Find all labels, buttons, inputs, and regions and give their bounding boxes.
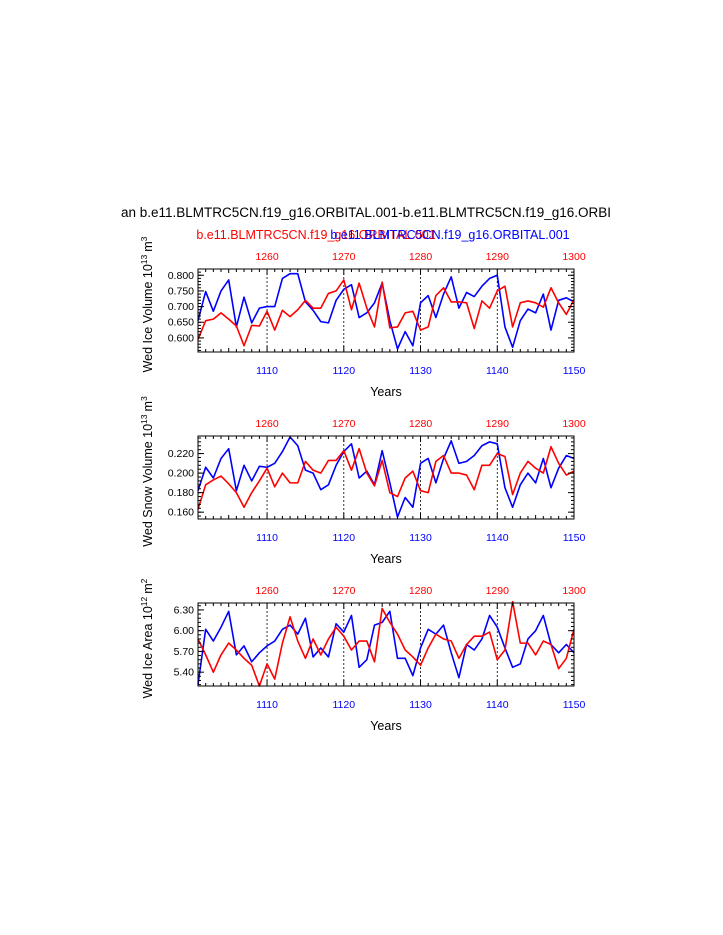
y-axis-label: Wed Snow Volume 1013 m3 [139,396,155,547]
y-axis-label-unit-exponent: 2 [139,578,149,583]
x-bottom-tick-label: 1140 [486,532,509,544]
x-axis-label: Years [370,385,402,399]
y-tick-label: 6.00 [174,625,195,637]
x-top-tick-label: 1270 [332,418,356,430]
panel-ice-volume: 0.600 0.650 0.700 0.750 0.800 1110 1120 1130 114… [139,236,586,399]
y-axis-label-unit-exponent: 3 [139,236,149,241]
y-tick-label: 0.220 [168,448,194,460]
y-axis-label-exponent: 13 [139,414,149,424]
x-bottom-tick-label: 1130 [409,699,432,711]
y-axis-label: Wed Ice Volume 1013 m3 [139,236,155,372]
x-top-tick-label: 1270 [332,251,356,263]
x-top-tick-label: 1260 [255,251,279,263]
panel-ice-area: 5.40 5.70 6.00 6.30 1110 1120 1130 1140 1150 1260… [139,578,586,733]
y-tick-label: 0.600 [168,332,194,344]
x-top-tick-label: 1260 [255,418,279,430]
x-bottom-tick-label: 1110 [256,532,278,544]
x-bottom-tick-label: 1150 [563,532,586,544]
x-axis-label: Years [370,719,402,733]
y-tick-label: 0.800 [168,270,194,282]
x-top-tick-label: 1270 [332,585,356,597]
x-bottom-tick-label: 1120 [332,365,355,377]
x-top-tick-label: 1300 [562,585,586,597]
legend-blue-label: b.e11.BLMTRC5CN.f19_g16.ORBITAL.001 [330,228,569,242]
x-bottom-tick-label: 1140 [486,365,509,377]
x-axis-label: Years [370,552,402,566]
x-top-tick-label: 1300 [562,251,586,263]
y-axis-label-text: Wed Ice Area 10 [141,606,155,698]
y-axis-label-unit: m [141,401,155,411]
y-tick-label: 6.30 [174,604,195,616]
x-bottom-tick-label: 1130 [409,532,432,544]
series-line-blue [197,436,575,518]
y-axis-label-text: Wed Ice Volume 10 [141,264,155,372]
y-tick-label: 0.200 [168,468,194,480]
x-top-tick-label: 1260 [255,585,279,597]
plot-frame [197,268,575,353]
x-bottom-tick-label: 1150 [563,365,586,377]
legend-red-label: b.e11.BLMTRC5CN.f19_g16.ORBITAL.001 [196,228,435,242]
x-top-tick-label: 1280 [409,251,433,263]
x-bottom-tick-label: 1110 [256,699,278,711]
x-bottom-tick-label: 1130 [409,365,432,377]
y-axis-label-exponent: 13 [139,254,149,264]
x-top-tick-label: 1290 [486,418,510,430]
panel-snow-volume: 0.160 0.180 0.200 0.220 1110 1120 1130 1140 1150… [139,396,586,566]
x-bottom-tick-label: 1110 [256,365,278,377]
x-top-tick-label: 1290 [486,585,510,597]
y-axis-label-exponent: 12 [139,596,149,606]
y-tick-label: 0.160 [168,507,194,519]
y-tick-label: 0.180 [168,487,194,499]
y-tick-label: 5.40 [174,667,195,679]
series-line-red [197,445,575,510]
series-line-red [197,600,575,687]
x-bottom-tick-label: 1150 [563,699,586,711]
figure-title: an b.e11.BLMTRC5CN.f19_g16.ORBITAL.001-b… [121,205,611,220]
y-tick-label: 0.750 [168,285,194,297]
y-tick-label: 0.650 [168,317,194,329]
x-bottom-tick-label: 1120 [332,532,355,544]
x-top-tick-label: 1300 [562,418,586,430]
x-top-tick-label: 1280 [409,585,433,597]
x-bottom-tick-label: 1140 [486,699,509,711]
y-axis-label: Wed Ice Area 1012 m2 [139,578,155,698]
plot-frame [197,602,575,687]
series-line-red [197,279,575,347]
y-tick-label: 5.70 [174,646,195,658]
y-axis-label-text: Wed Snow Volume 10 [141,424,155,547]
y-tick-label: 0.700 [168,301,194,313]
y-axis-label-unit: m [141,241,155,251]
y-axis-label-unit-exponent: 3 [139,396,149,401]
x-bottom-tick-label: 1120 [332,699,355,711]
x-top-tick-label: 1290 [486,251,510,263]
x-top-tick-label: 1280 [409,418,433,430]
y-axis-label-unit: m [141,583,155,593]
